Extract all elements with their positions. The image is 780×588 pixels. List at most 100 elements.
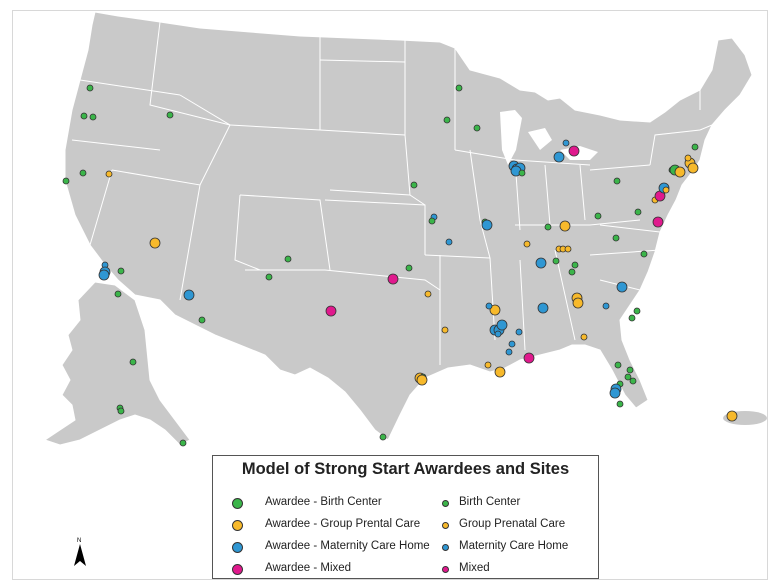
site-point (726, 410, 738, 422)
site-point (684, 154, 692, 162)
legend-label-0: Awardee - Birth Center (265, 496, 382, 508)
site-point (117, 267, 125, 275)
legend-title: Model of Strong Start Awardees and Sites (241, 460, 570, 478)
site-point (629, 377, 637, 385)
legend-swatch-0 (231, 497, 243, 509)
site-point (614, 361, 622, 369)
site-point (387, 273, 399, 285)
site-point (198, 316, 206, 324)
site-point (616, 281, 628, 293)
site-point (628, 314, 636, 322)
site-point (612, 234, 620, 242)
site-point (62, 177, 70, 185)
legend-label-6: Awardee - Mixed (265, 562, 352, 574)
site-point (424, 290, 432, 298)
contiguous-us-shape (64, 11, 753, 441)
site-point (572, 297, 584, 309)
site-point (616, 400, 624, 408)
site-point (609, 387, 621, 399)
site-point (640, 250, 648, 258)
site-point (117, 407, 125, 415)
north-arrow-icon (74, 544, 86, 566)
site-point (441, 326, 449, 334)
site-point (79, 169, 87, 177)
site-point (114, 290, 122, 298)
site-point (537, 302, 549, 314)
site-point (626, 366, 634, 374)
site-point (149, 237, 161, 249)
site-point (494, 366, 506, 378)
site-point (633, 307, 641, 315)
site-point (691, 143, 699, 151)
site-point (518, 169, 526, 177)
site-points (62, 84, 738, 447)
site-point (580, 333, 588, 341)
site-point (544, 223, 552, 231)
site-point (652, 216, 664, 228)
site-point (129, 358, 137, 366)
site-point (489, 304, 501, 316)
site-point (496, 319, 508, 331)
legend-label-2: Awardee - Group Prental Care (265, 518, 421, 530)
site-point (494, 330, 502, 338)
site-point (624, 373, 632, 381)
site-point (98, 269, 110, 281)
legend-swatch-6 (231, 563, 243, 575)
site-point (505, 348, 513, 356)
site-point (594, 212, 602, 220)
site-point (515, 328, 523, 336)
site-point (443, 116, 451, 124)
site-point (179, 439, 187, 447)
site-point (445, 238, 453, 246)
north-label: N (77, 538, 82, 544)
legend-swatch-1 (441, 499, 449, 507)
site-point (325, 305, 337, 317)
site-point (379, 433, 387, 441)
legend: Model of Strong Start Awardees and Sites… (212, 455, 599, 579)
site-point (602, 302, 610, 310)
site-point (564, 245, 572, 253)
alaska-shape (43, 281, 191, 446)
site-point (86, 84, 94, 92)
legend-label-7: Mixed (459, 562, 490, 574)
site-point (674, 166, 686, 178)
site-point (634, 208, 642, 216)
site-point (568, 268, 576, 276)
state-borders (71, 21, 713, 365)
site-point (687, 162, 699, 174)
site-point (523, 352, 535, 364)
site-point (105, 170, 113, 178)
site-point (662, 186, 670, 194)
site-point (523, 240, 531, 248)
site-point (183, 289, 195, 301)
site-point (481, 219, 493, 231)
site-point (553, 151, 565, 163)
site-point (265, 273, 273, 281)
legend-swatch-5 (441, 543, 449, 551)
site-point (484, 361, 492, 369)
legend-label-3: Group Prenatal Care (459, 518, 566, 530)
legend-label-1: Birth Center (459, 496, 521, 508)
site-point (89, 113, 97, 121)
site-point (405, 264, 413, 272)
site-point (568, 145, 580, 157)
site-point (535, 257, 547, 269)
legend-swatch-4 (231, 541, 243, 553)
site-point (571, 261, 579, 269)
site-point (562, 139, 570, 147)
site-point (80, 112, 88, 120)
site-point (485, 302, 493, 310)
site-point (166, 111, 174, 119)
site-point (410, 181, 418, 189)
site-point (552, 257, 560, 265)
site-point (559, 220, 571, 232)
legend-label-5: Maternity Care Home (459, 540, 569, 552)
legend-label-4: Awardee - Maternity Care Home (265, 540, 430, 552)
site-point (473, 124, 481, 132)
site-point (416, 374, 428, 386)
site-point (508, 340, 516, 348)
site-point (284, 255, 292, 263)
legend-swatch-7 (441, 565, 449, 573)
site-point (455, 84, 463, 92)
